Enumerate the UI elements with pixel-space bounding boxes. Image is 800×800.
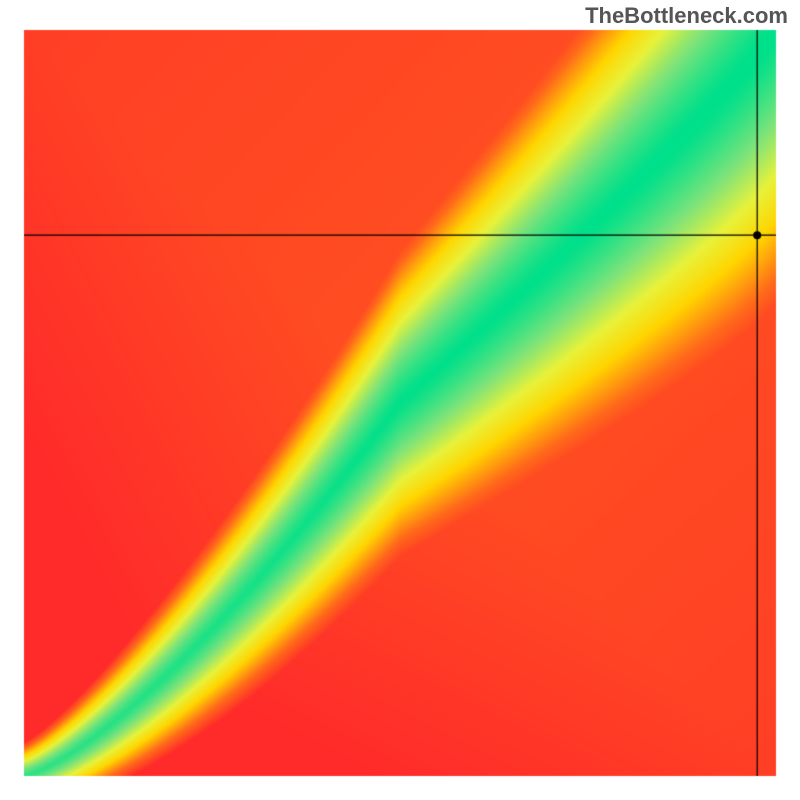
chart-container: TheBottleneck.com	[0, 0, 800, 800]
heatmap-canvas	[0, 0, 800, 800]
watermark-text: TheBottleneck.com	[585, 3, 788, 29]
